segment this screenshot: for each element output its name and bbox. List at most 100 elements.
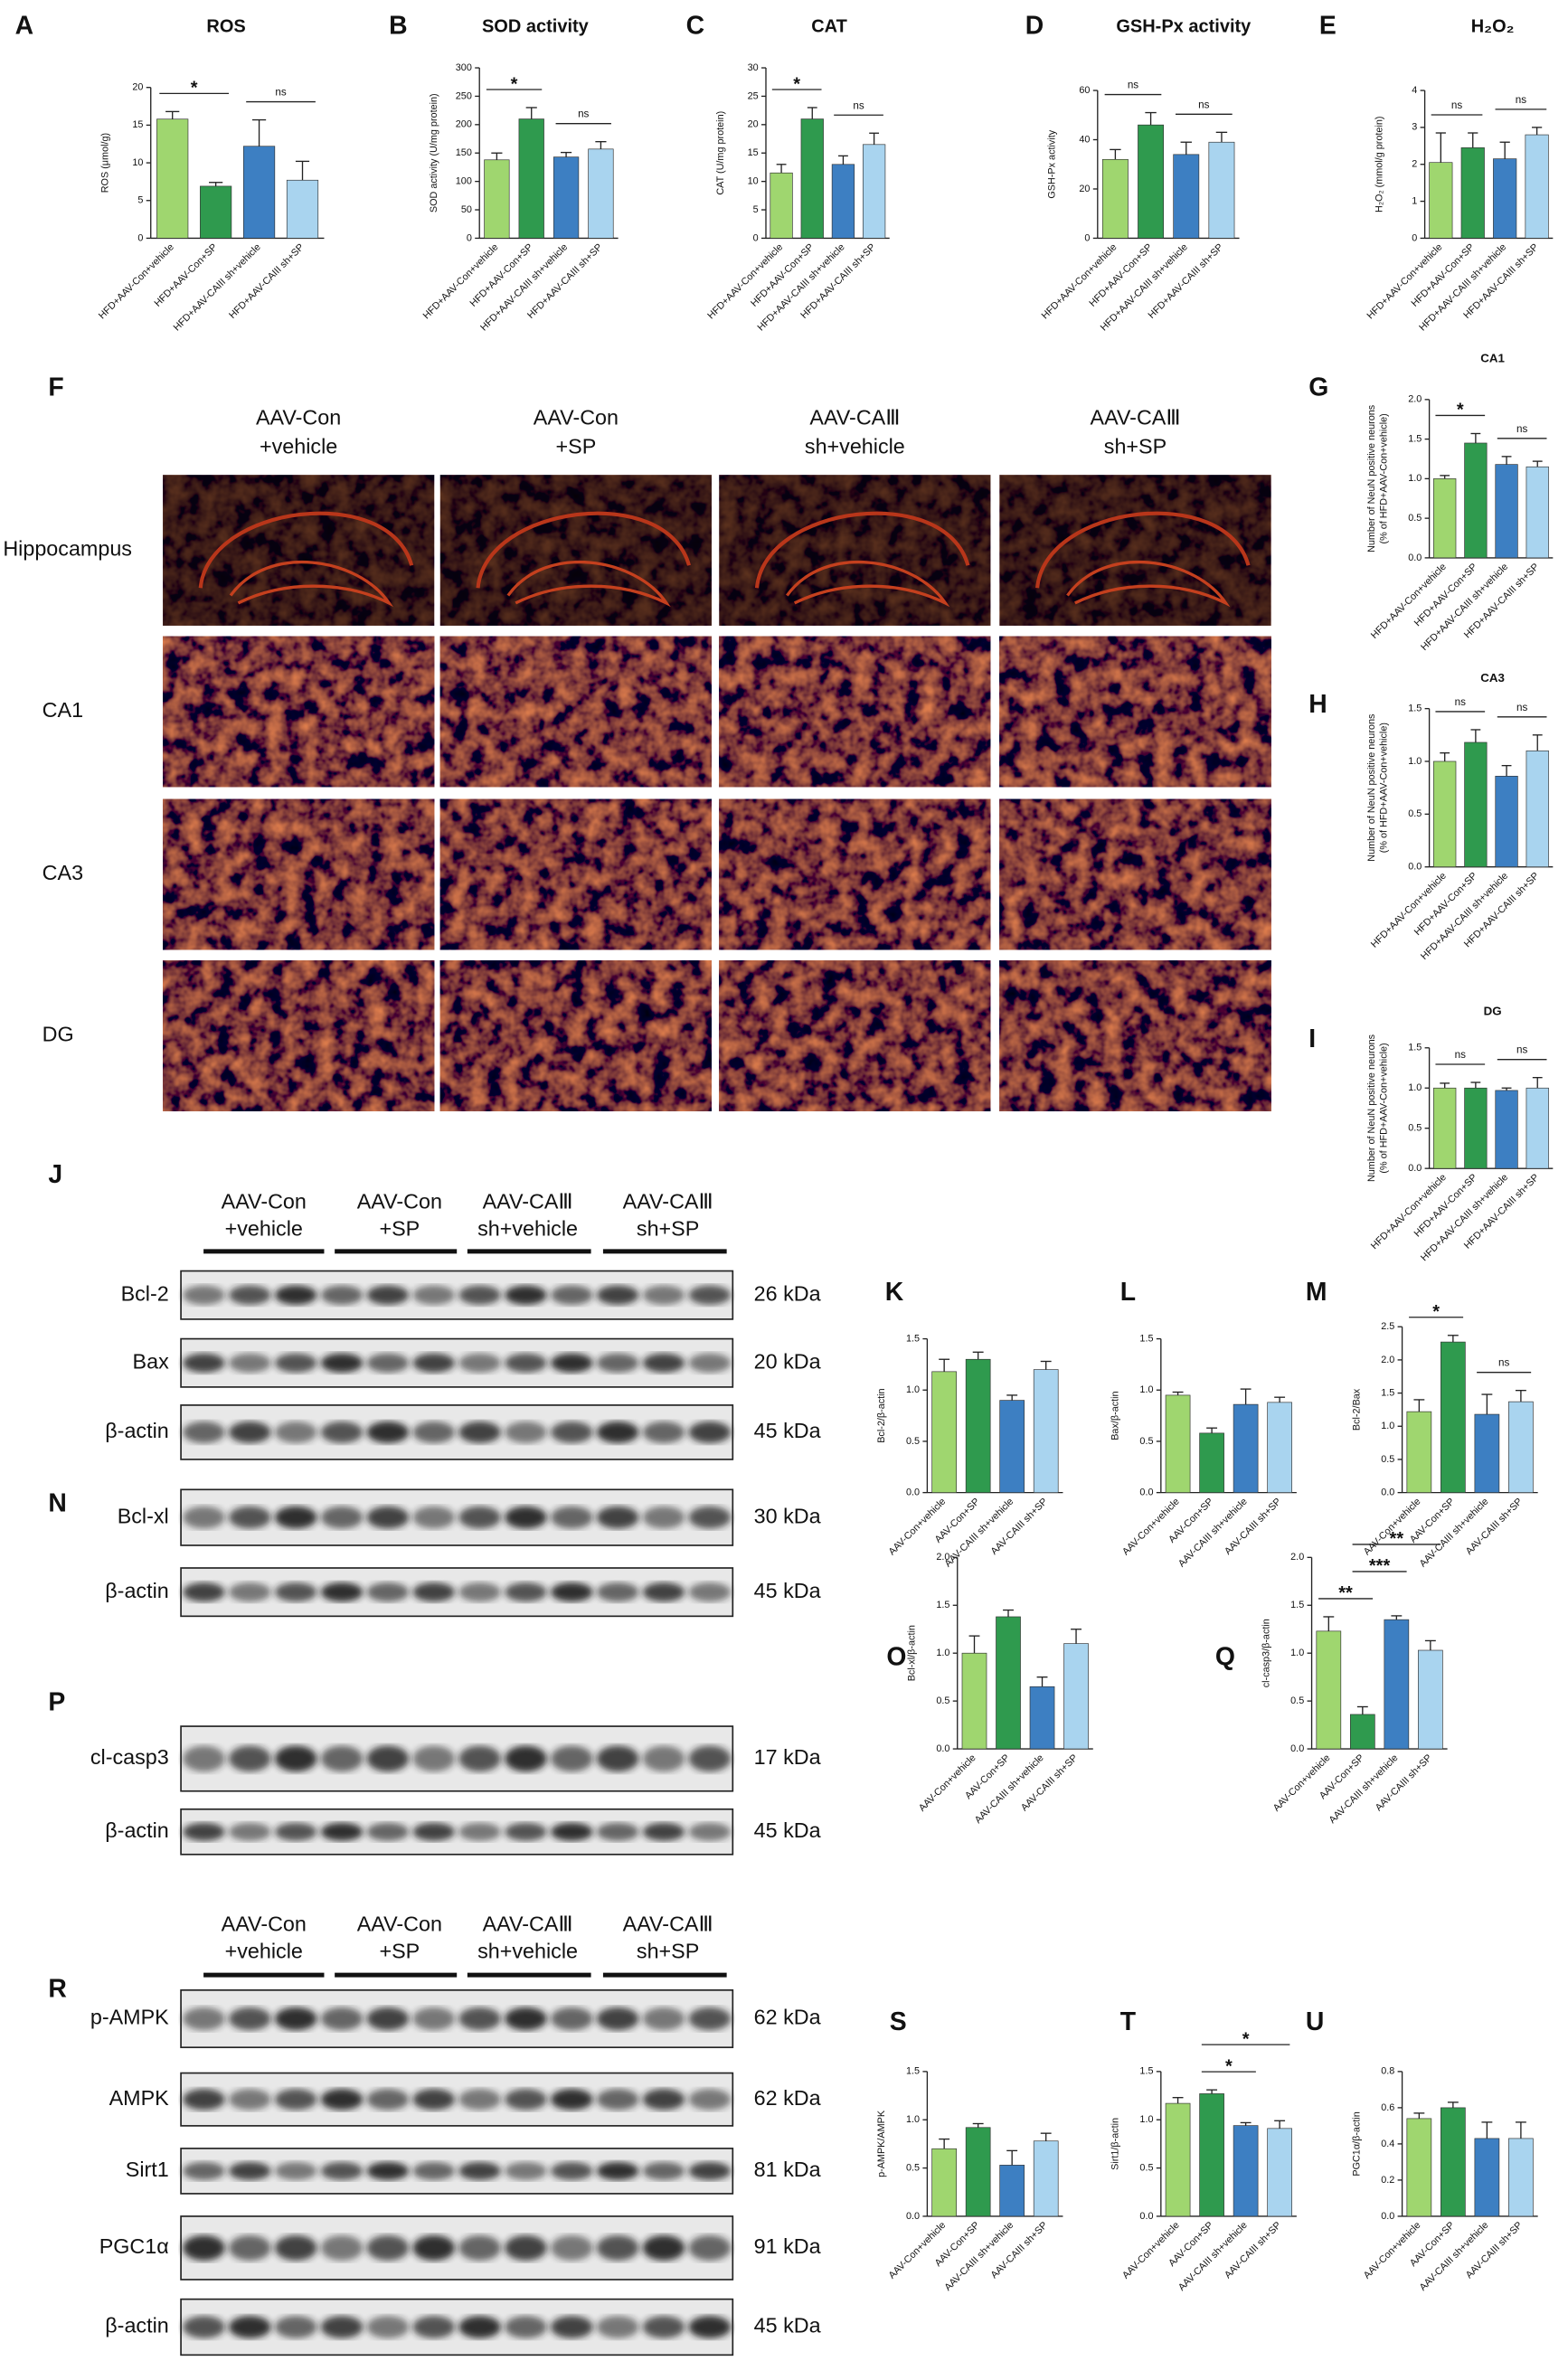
band bbox=[642, 2007, 685, 2031]
band bbox=[274, 2007, 317, 2031]
micrograph bbox=[999, 475, 1271, 626]
y-tick-label: 10 bbox=[132, 157, 143, 168]
band bbox=[550, 2007, 593, 2031]
band-size: 45 kDa bbox=[754, 1579, 821, 1602]
blot bbox=[180, 1989, 734, 2049]
band bbox=[366, 1582, 410, 1602]
band bbox=[366, 1421, 410, 1443]
y-tick-label: 0.0 bbox=[906, 1487, 920, 1497]
band bbox=[688, 2007, 732, 2031]
hippocampus-outline bbox=[754, 511, 970, 589]
bar bbox=[1433, 760, 1457, 868]
row-label: CA3 bbox=[43, 861, 83, 884]
blot-bg bbox=[180, 1488, 734, 1546]
y-tick-label: 1.5 bbox=[1381, 1387, 1394, 1398]
significance-label: ns bbox=[1516, 94, 1526, 106]
bar bbox=[1101, 158, 1129, 239]
y-tick-label: 15 bbox=[132, 119, 143, 130]
significance-label: ns bbox=[1498, 1357, 1509, 1369]
bar bbox=[1495, 464, 1518, 559]
band bbox=[688, 2089, 732, 2111]
y-tick-label: 0.6 bbox=[1381, 2102, 1394, 2113]
error-bar bbox=[1532, 460, 1543, 467]
x-tick-label: AAV-Con+vehicle bbox=[1120, 2220, 1182, 2281]
band bbox=[274, 1506, 317, 1529]
y-tick-label: 40 bbox=[1079, 134, 1090, 145]
bar bbox=[1063, 1643, 1089, 1750]
y-tick-label: 2.0 bbox=[1381, 1355, 1394, 1365]
band bbox=[274, 2316, 317, 2338]
band bbox=[505, 1822, 547, 1841]
error-bar bbox=[1006, 1394, 1018, 1401]
micrograph bbox=[439, 960, 712, 1111]
blot bbox=[180, 1270, 734, 1320]
error-bar bbox=[939, 2138, 950, 2149]
bar bbox=[1208, 141, 1235, 239]
lane-header: sh+vehicle bbox=[477, 1217, 578, 1241]
y-tick-label: 0.5 bbox=[1408, 808, 1422, 819]
significance-label: ns bbox=[1516, 702, 1527, 713]
x-tick-label: HFD+AAV-Con+SP bbox=[468, 241, 535, 308]
y-axis-label: Number of NeuN positive neurons bbox=[1366, 713, 1377, 862]
band bbox=[366, 1745, 410, 1772]
significance-label: ns bbox=[853, 99, 864, 111]
error-bar bbox=[1215, 131, 1228, 143]
bar bbox=[1464, 442, 1488, 559]
error-bar bbox=[1172, 1391, 1184, 1395]
lane-header: sh+SP bbox=[637, 1939, 699, 1962]
band-size: 62 kDa bbox=[754, 2006, 821, 2029]
band bbox=[596, 1822, 639, 1841]
dentate-outline bbox=[1066, 560, 1231, 608]
significance-label: * bbox=[511, 74, 518, 94]
band bbox=[505, 2007, 547, 2031]
error-bar bbox=[1440, 475, 1450, 479]
y-axis-label: CAT (U/mg protein) bbox=[715, 111, 726, 195]
y-tick-label: 25 bbox=[748, 90, 759, 101]
band bbox=[274, 1582, 317, 1602]
y-tick-label: 1.0 bbox=[1408, 1082, 1422, 1093]
y-tick-label: 1.5 bbox=[1139, 1333, 1153, 1344]
blot-bg bbox=[180, 1404, 734, 1460]
error-bar bbox=[1040, 2132, 1052, 2141]
bar bbox=[1165, 2102, 1191, 2217]
significance-label: * bbox=[1242, 2029, 1250, 2049]
blot-label: β-actin bbox=[105, 1579, 168, 1602]
bar bbox=[1433, 1087, 1457, 1169]
y-tick-label: 10 bbox=[748, 175, 759, 186]
band bbox=[550, 1285, 593, 1305]
band bbox=[505, 2234, 547, 2261]
micrograph bbox=[439, 475, 712, 626]
band bbox=[505, 1506, 547, 1529]
hippocampus-outline bbox=[198, 511, 414, 589]
micrograph bbox=[719, 798, 991, 950]
lane-header: AAV-Con bbox=[222, 1190, 307, 1214]
bar bbox=[518, 118, 544, 239]
band bbox=[458, 2007, 502, 2031]
band bbox=[505, 2089, 547, 2111]
micrograph-tissue bbox=[719, 798, 991, 950]
band bbox=[596, 1582, 639, 1602]
micrograph-tissue bbox=[163, 798, 435, 950]
y-tick-label: 1.5 bbox=[936, 1600, 949, 1610]
significance-label: ns bbox=[1455, 1049, 1466, 1061]
y-tick-label: 0.0 bbox=[906, 2211, 920, 2222]
bar bbox=[1267, 1402, 1292, 1493]
band bbox=[596, 1421, 639, 1443]
chart-title: CAT bbox=[811, 16, 847, 36]
blot-label: AMPK bbox=[109, 2086, 170, 2110]
error-bar bbox=[869, 132, 880, 145]
error-bar bbox=[1036, 1676, 1048, 1687]
y-tick-label: 20 bbox=[132, 82, 143, 93]
band bbox=[366, 1822, 410, 1841]
error-bar bbox=[1006, 2149, 1018, 2166]
micrograph bbox=[439, 798, 712, 950]
band bbox=[550, 1421, 593, 1443]
error-bar bbox=[251, 118, 267, 146]
band bbox=[320, 2007, 364, 2031]
bar bbox=[242, 146, 276, 239]
bar bbox=[1199, 2093, 1224, 2217]
micrograph bbox=[999, 798, 1271, 950]
bar bbox=[1406, 1411, 1432, 1493]
band bbox=[550, 1353, 593, 1373]
panel-letter: R bbox=[48, 1974, 66, 2003]
